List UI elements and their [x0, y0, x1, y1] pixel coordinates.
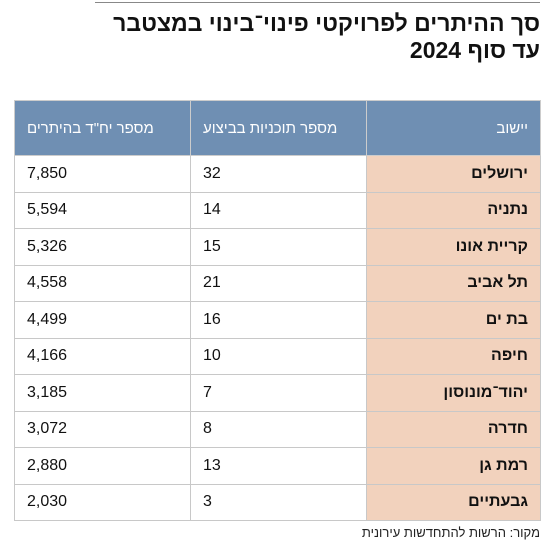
- table-row: ירושלים 32 7,850: [14, 155, 541, 193]
- number-cell: 5,326: [14, 228, 191, 266]
- number-cell: 15: [190, 228, 367, 266]
- number-cell: 4,499: [14, 301, 191, 339]
- title: סך ההיתרים לפרויקטי פינוי־בינוי במצטבר ע…: [10, 10, 540, 64]
- city-cell: חדרה: [366, 410, 541, 448]
- number-cell: 10: [190, 337, 367, 375]
- source: מקור: הרשות להתחדשות עירונית: [361, 525, 540, 540]
- number-cell: 3,185: [14, 374, 191, 412]
- city-cell: חיפה: [366, 337, 541, 375]
- table-row: נתניה 14 5,594: [14, 191, 541, 229]
- city-cell: רמת גן: [366, 447, 541, 485]
- table-row: חדרה 8 3,072: [14, 410, 541, 448]
- table-row: בת ים 16 4,499: [14, 301, 541, 339]
- number-cell: 3: [190, 483, 367, 521]
- title-line: סך ההיתרים לפרויקטי פינוי־בינוי במצטבר: [113, 10, 540, 36]
- city-cell: יהוד־מונוסון: [366, 374, 541, 412]
- city-cell: ירושלים: [366, 155, 541, 193]
- number-cell: 7,850: [14, 155, 191, 193]
- number-cell: 16: [190, 301, 367, 339]
- table-row: גבעתיים 3 2,030: [14, 483, 541, 521]
- city-cell: בת ים: [366, 301, 541, 339]
- number-cell: 8: [190, 410, 367, 448]
- title-line: עד סוף 2024: [409, 37, 540, 63]
- city-cell: תל אביב: [366, 264, 541, 302]
- header-row: יישוב מספר תוכניות בביצוע מספר יח"ד בהיתרי…: [14, 100, 541, 156]
- number-cell: 4,558: [14, 264, 191, 302]
- table-row: חיפה 10 4,166: [14, 337, 541, 375]
- number-cell: 7: [190, 374, 367, 412]
- number-cell: 2,030: [14, 483, 191, 521]
- city-cell: גבעתיים: [366, 483, 541, 521]
- number-cell: 3,072: [14, 410, 191, 448]
- city-cell: נתניה: [366, 191, 541, 229]
- number-cell: 32: [190, 155, 367, 193]
- column-header: יישוב: [366, 100, 541, 156]
- number-cell: 2,880: [14, 447, 191, 485]
- table: יישוב מספר תוכניות בביצוע מספר יח"ד בהיתרי…: [14, 100, 541, 521]
- table-row: יהוד־מונוסון 7 3,185: [14, 374, 541, 412]
- rule: [95, 2, 540, 3]
- city-cell: קריית אונו: [366, 228, 541, 266]
- table-body: ירושלים 32 7,850 נתניה 14 5,594 קריית אונו 15 5,…: [14, 155, 541, 521]
- number-cell: 5,594: [14, 191, 191, 229]
- number-cell: 21: [190, 264, 367, 302]
- table-row: קריית אונו 15 5,326: [14, 228, 541, 266]
- column-header: מספר תוכניות בביצוע: [190, 100, 367, 156]
- table-row: רמת גן 13 2,880: [14, 447, 541, 485]
- number-cell: 4,166: [14, 337, 191, 375]
- column-header: מספר יח"ד בהיתרים: [14, 100, 191, 156]
- number-cell: 13: [190, 447, 367, 485]
- table-row: תל אביב 21 4,558: [14, 264, 541, 302]
- number-cell: 14: [190, 191, 367, 229]
